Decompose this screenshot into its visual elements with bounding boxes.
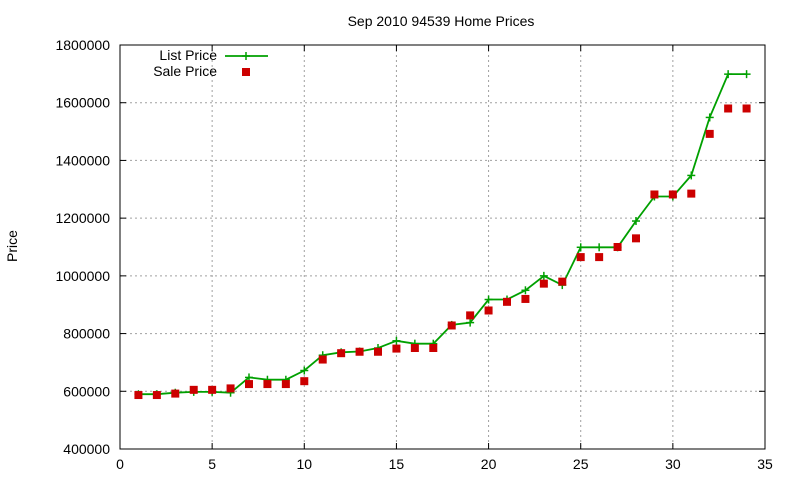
- sale-price-point: [447, 321, 456, 330]
- sale-price-point: [650, 190, 659, 199]
- sale-price-point: [152, 391, 161, 400]
- sale-price-point: [484, 306, 493, 315]
- sale-price-point: [374, 347, 382, 356]
- list-price-point: [392, 336, 401, 345]
- x-tick-label: 15: [389, 456, 405, 472]
- list-price-point: [595, 243, 604, 252]
- sale-price-point: [613, 243, 622, 251]
- list-price-point: [466, 318, 475, 327]
- list-price-point: [742, 70, 751, 79]
- sale-price-point: [466, 311, 475, 320]
- series-group: [134, 70, 751, 400]
- y-tick-label: 1400000: [55, 152, 110, 168]
- sale-price-point: [208, 385, 217, 394]
- sale-price-point: [318, 355, 327, 364]
- sale-price-point: [355, 347, 364, 356]
- legend-label-sale-price: Sale Price: [153, 63, 217, 79]
- sale-price-point: [134, 391, 143, 400]
- sale-price-point: [705, 129, 714, 138]
- x-tick-label: 5: [208, 456, 216, 472]
- legend-label-list-price: List Price: [159, 47, 217, 63]
- list-price-point: [539, 271, 548, 280]
- sale-price-point: [226, 384, 235, 393]
- y-tick-label: 1200000: [55, 210, 110, 226]
- sale-price-point: [521, 294, 530, 303]
- sale-price-point: [171, 389, 180, 398]
- chart-title: Sep 2010 94539 Home Prices: [348, 13, 535, 29]
- x-tick-label: 20: [481, 456, 497, 472]
- list-price-line: [138, 73, 747, 396]
- legend-marker-list-price: [242, 52, 250, 60]
- x-tick-label: 35: [757, 456, 773, 472]
- sale-price-point: [410, 344, 419, 352]
- y-tick-label: 1600000: [55, 95, 110, 111]
- sale-price-point: [576, 253, 585, 262]
- sale-price-point: [300, 377, 309, 386]
- list-price-point: [687, 171, 696, 180]
- sale-price-point: [392, 344, 401, 353]
- sale-price-point: [632, 234, 640, 243]
- y-axis-label: Price: [4, 230, 20, 262]
- sale-price-point: [668, 190, 677, 199]
- list-price-point: [576, 243, 585, 252]
- sale-price-point: [724, 104, 733, 113]
- x-tick-label: 0: [116, 456, 124, 472]
- list-price-point: [724, 70, 733, 79]
- plot-area-border: [119, 44, 766, 450]
- sale-price-point: [337, 349, 346, 358]
- list-price-point: [300, 366, 309, 375]
- sale-price-point: [687, 189, 696, 198]
- sale-price-point: [539, 279, 548, 288]
- y-tick-label: 800000: [63, 326, 110, 342]
- sale-price-point: [595, 253, 604, 262]
- sale-price-point: [558, 277, 567, 286]
- list-price-point: [484, 295, 493, 304]
- list-price-point: [521, 286, 530, 295]
- list-price-point: [705, 113, 714, 122]
- y-tick-label: 1000000: [55, 268, 110, 284]
- sale-price-point: [263, 380, 272, 389]
- legend-swatch-sale-price: [242, 68, 250, 76]
- sale-price-point: [429, 344, 438, 352]
- sale-price-point: [281, 380, 290, 389]
- sale-price-point: [503, 297, 511, 306]
- x-tick-label: 30: [665, 456, 681, 472]
- sale-price-point: [742, 104, 751, 113]
- grid-lines: [120, 45, 765, 449]
- axis-ticks: 0 5 10 15 20 25 30 35 400000 600000 800000 1000000 1…: [55, 37, 773, 472]
- x-tick-label: 10: [296, 456, 312, 472]
- y-tick-label: 1800000: [55, 37, 110, 53]
- list-price-point: [632, 217, 640, 226]
- x-tick-label: 25: [573, 456, 589, 472]
- sale-price-point: [245, 380, 253, 389]
- sale-price-point: [189, 385, 198, 394]
- y-tick-label: 600000: [63, 383, 110, 399]
- y-tick-label: 400000: [63, 441, 110, 457]
